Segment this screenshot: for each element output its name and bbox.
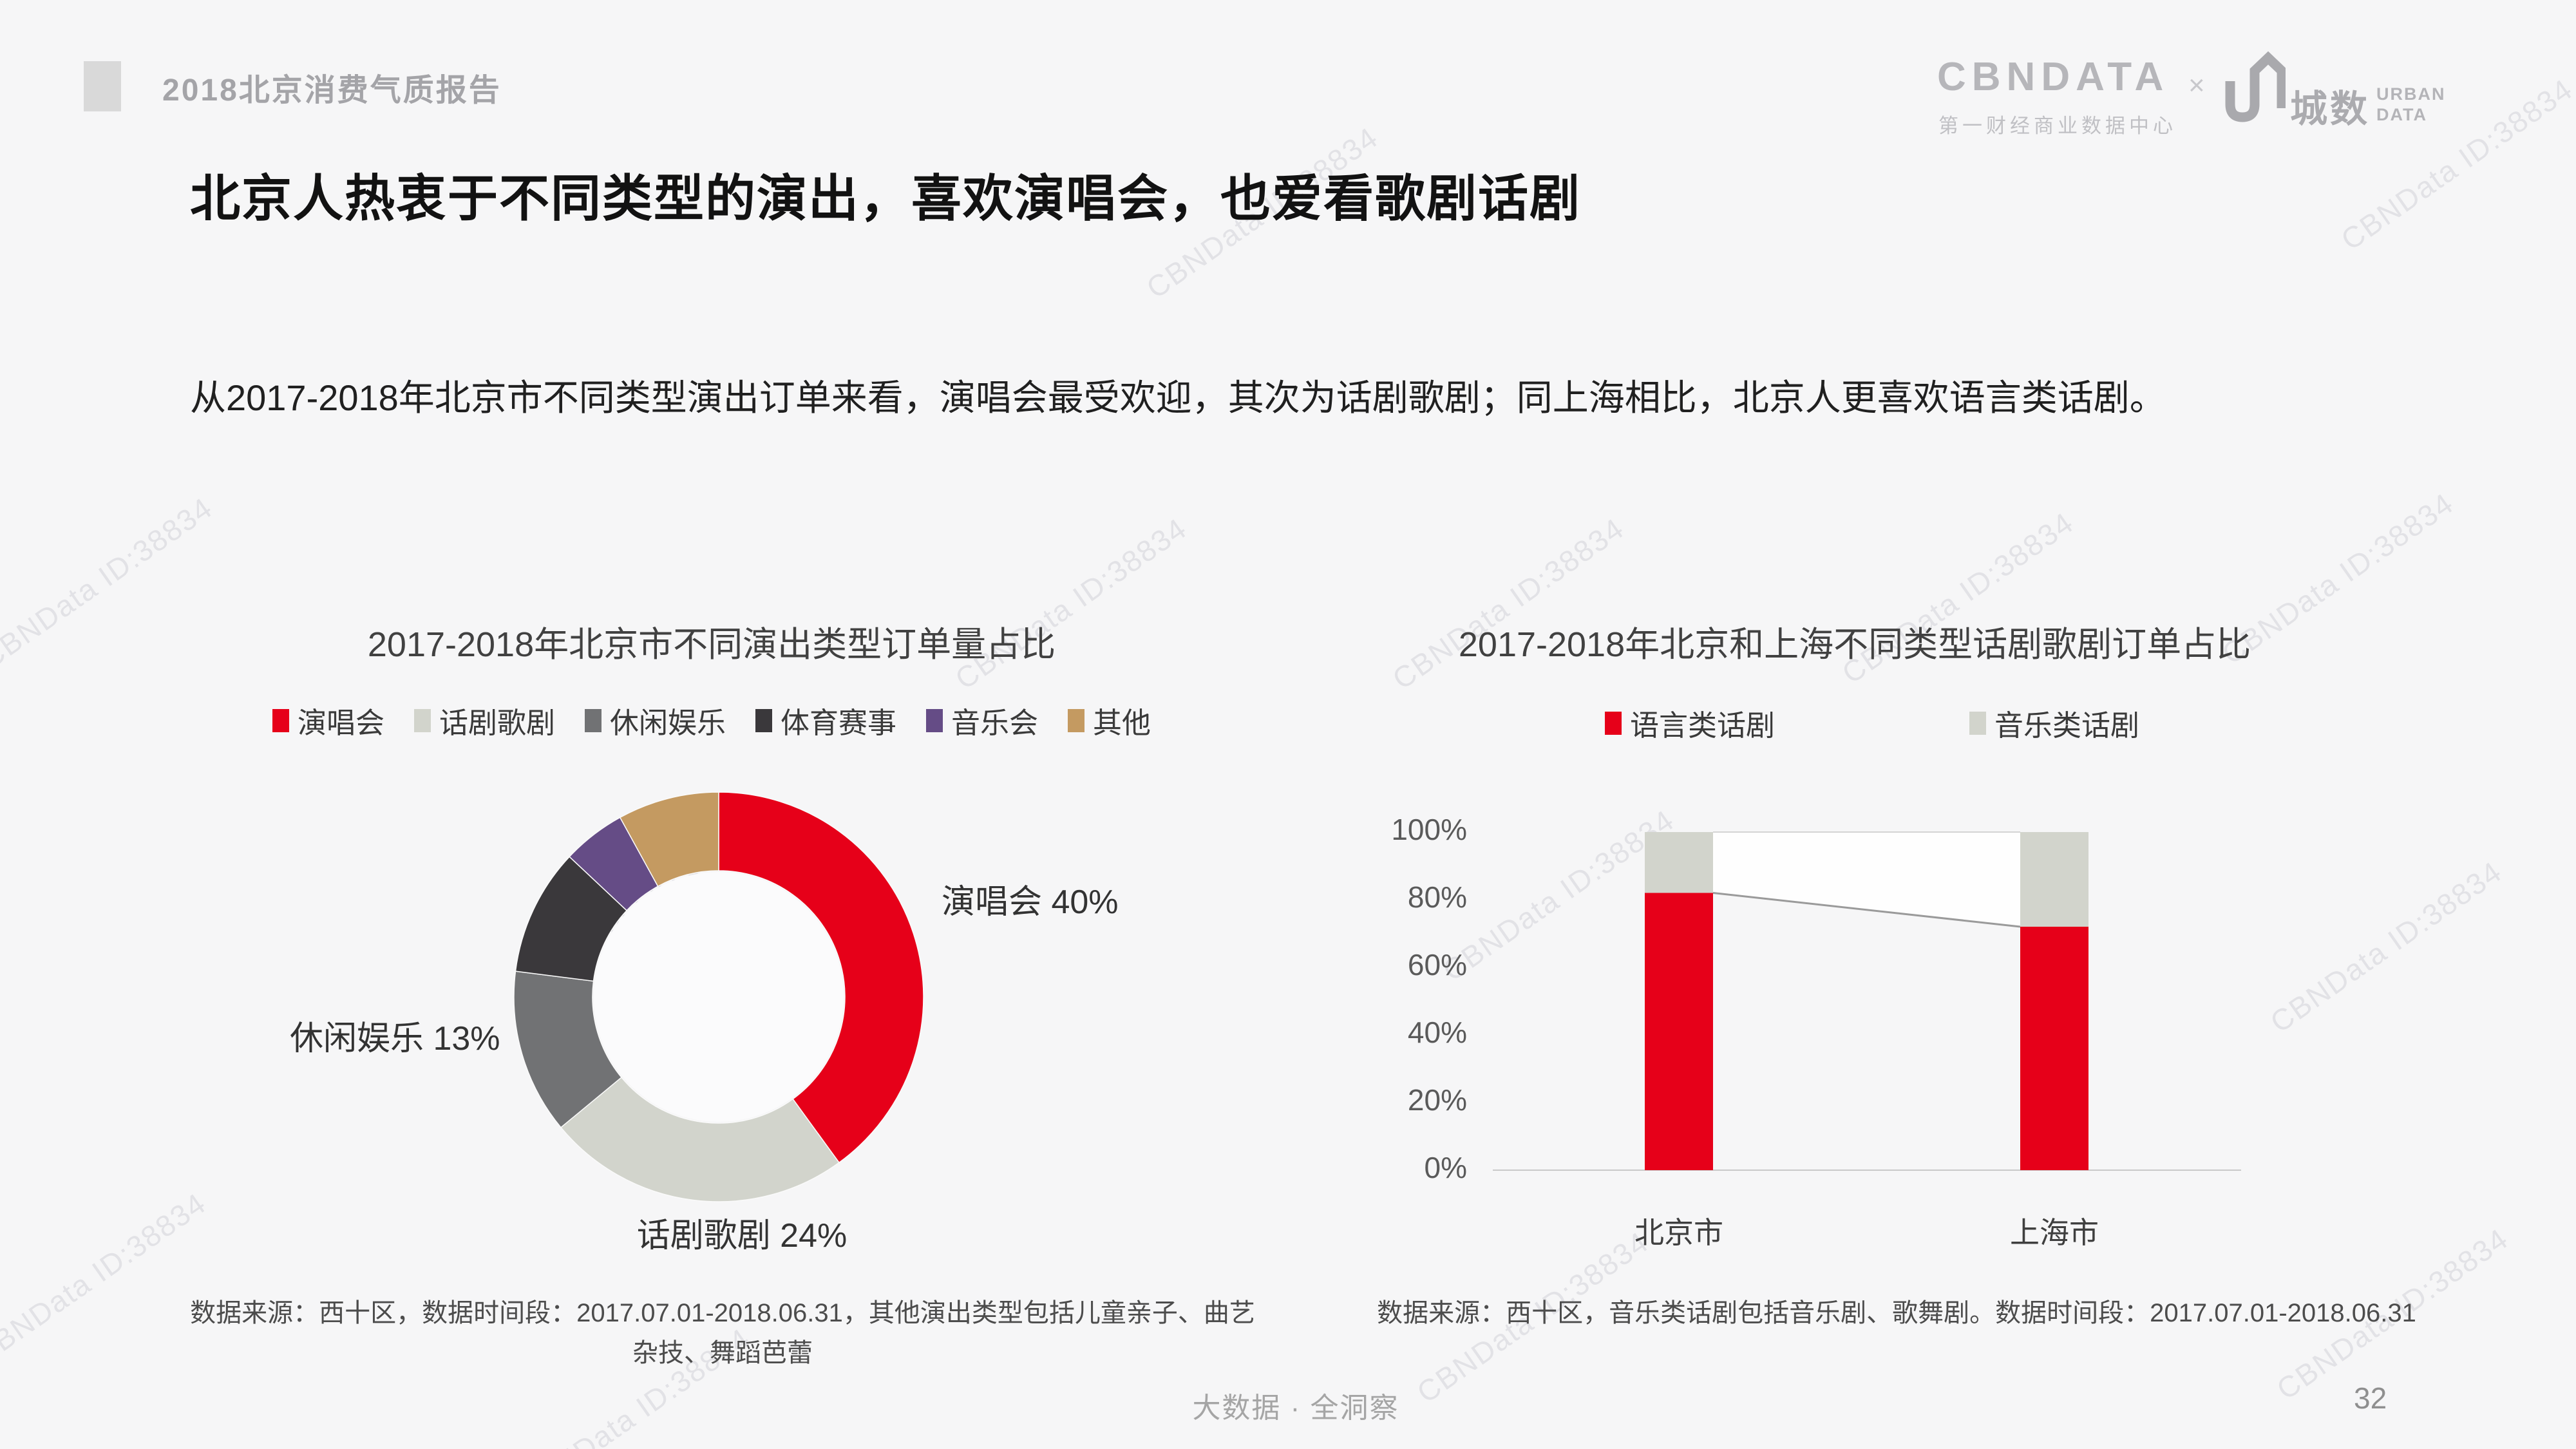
bar-legend-item-spoken: 语言类话剧 xyxy=(1605,702,1775,744)
legend-label: 音乐类话剧 xyxy=(1994,709,2140,742)
legend-item-concert: 演唱会 xyxy=(272,699,384,741)
stacked-bar-chart: 100% 80% 60% 40% 20% 0% 北京市 上海市 xyxy=(1391,813,2241,1249)
y-axis-tick: 100% xyxy=(1391,813,1467,846)
bar-musical-北京市 xyxy=(1645,832,1713,893)
legend-label: 语言类话剧 xyxy=(1630,709,1776,742)
legend-label: 音乐会 xyxy=(951,706,1039,739)
legend-swatch-concert xyxy=(272,708,289,732)
x-axis-category-label: 上海市 xyxy=(2010,1216,2099,1249)
watermark-text: CBNData ID:38834 xyxy=(1386,511,1631,696)
bar-source-note: 数据来源：西十区，音乐类话剧包括音乐剧、歌舞剧。数据时间段：2017.07.01… xyxy=(1377,1299,2416,1327)
urban-en-line2: DATA xyxy=(2376,105,2427,125)
watermark-text: CBNData ID:38834 xyxy=(0,490,219,676)
donut-callout-concert: 演唱会 40% xyxy=(942,884,1119,921)
connector-line-series xyxy=(1712,892,2021,928)
watermark-text: CBNData ID:38834 xyxy=(2334,71,2576,257)
legend-label: 休闲娱乐 xyxy=(609,706,726,739)
report-series-title: 2018北京消费气质报告 xyxy=(162,73,502,108)
bar-legend-item-musical: 音乐类话剧 xyxy=(1969,702,2139,744)
page-title: 北京人热衷于不同类型的演出，喜欢演唱会，也爱看歌剧话剧 xyxy=(190,170,1582,227)
legend-item-drama-opera: 话剧歌剧 xyxy=(413,699,555,741)
urban-data-name: 城数 xyxy=(2290,88,2371,130)
legend-swatch-other xyxy=(1068,708,1085,732)
page-number: 32 xyxy=(2354,1381,2387,1415)
donut-source-note: 数据来源：西十区，数据时间段：2017.07.01-2018.06.31，其他演… xyxy=(190,1299,1255,1367)
legend-item-sports: 体育赛事 xyxy=(755,699,896,741)
donut-segment-演唱会 xyxy=(718,791,924,1164)
donut-callout-drama: 话剧歌剧 24% xyxy=(636,1217,848,1255)
legend-swatch-spoken-drama xyxy=(1605,711,1622,735)
watermark-text: CBNData ID:38834 xyxy=(0,1186,213,1371)
legend-swatch-musical-drama xyxy=(1969,711,1986,735)
donut-callout-leisure: 休闲娱乐 13% xyxy=(290,1020,500,1057)
y-axis-tick: 0% xyxy=(1425,1151,1467,1184)
brand-separator: × xyxy=(2188,70,2205,101)
legend-swatch-leisure xyxy=(584,708,601,732)
x-axis-category-label: 北京市 xyxy=(1634,1216,1723,1249)
donut-hole xyxy=(594,872,844,1122)
y-axis-tick: 40% xyxy=(1408,1016,1467,1049)
donut-chart xyxy=(513,791,924,1202)
cbndata-logo: CBNDATA xyxy=(1937,55,2170,99)
urban-en-line1: URBAN xyxy=(2376,84,2446,104)
footer-slogan: 大数据 · 全洞察 xyxy=(1192,1392,1399,1424)
donut-chart-title: 2017-2018年北京市不同演出类型订单量占比 xyxy=(367,625,1056,664)
legend-item-leisure: 休闲娱乐 xyxy=(584,699,726,741)
between-bars-band xyxy=(1713,832,2020,927)
legend-label: 其他 xyxy=(1093,706,1151,739)
donut-segment-话剧歌剧 xyxy=(560,1076,840,1202)
urban-data-logo-icon xyxy=(2225,51,2286,122)
legend-swatch-music-concert xyxy=(926,708,943,732)
header-logo-square xyxy=(84,61,121,111)
watermark-text: CBNData ID:38834 xyxy=(949,511,1193,696)
legend-label: 体育赛事 xyxy=(781,706,897,739)
legend-label: 演唱会 xyxy=(297,706,384,739)
page-body-text: 从2017-2018年北京市不同类型演出订单来看，演唱会最受欢迎，其次为话剧歌剧… xyxy=(190,377,2166,418)
legend-label: 话剧歌剧 xyxy=(439,706,555,739)
donut-segment-其他 xyxy=(619,791,719,887)
legend-item-music-concert: 音乐会 xyxy=(926,699,1038,741)
legend-swatch-drama-opera xyxy=(413,708,431,732)
y-axis-tick: 20% xyxy=(1408,1083,1467,1117)
bar-musical-上海市 xyxy=(2020,832,2088,927)
donut-legend: 演唱会 话剧歌剧 休闲娱乐 体育赛事 音乐会 其他 xyxy=(196,699,1227,741)
cbndata-subtitle: 第一财经商业数据中心 xyxy=(1938,115,2177,137)
bar-spoken-北京市 xyxy=(1645,893,1713,1170)
y-axis-tick: 80% xyxy=(1408,880,1467,914)
urban-data-english: URBAN DATA xyxy=(2376,84,2446,126)
legend-swatch-sports xyxy=(755,708,772,732)
bar-chart-title: 2017-2018年北京和上海不同类型话剧歌剧订单占比 xyxy=(1458,625,2251,664)
bar-spoken-上海市 xyxy=(2020,927,2088,1170)
legend-item-other: 其他 xyxy=(1068,699,1151,741)
y-axis-tick: 60% xyxy=(1408,948,1467,981)
